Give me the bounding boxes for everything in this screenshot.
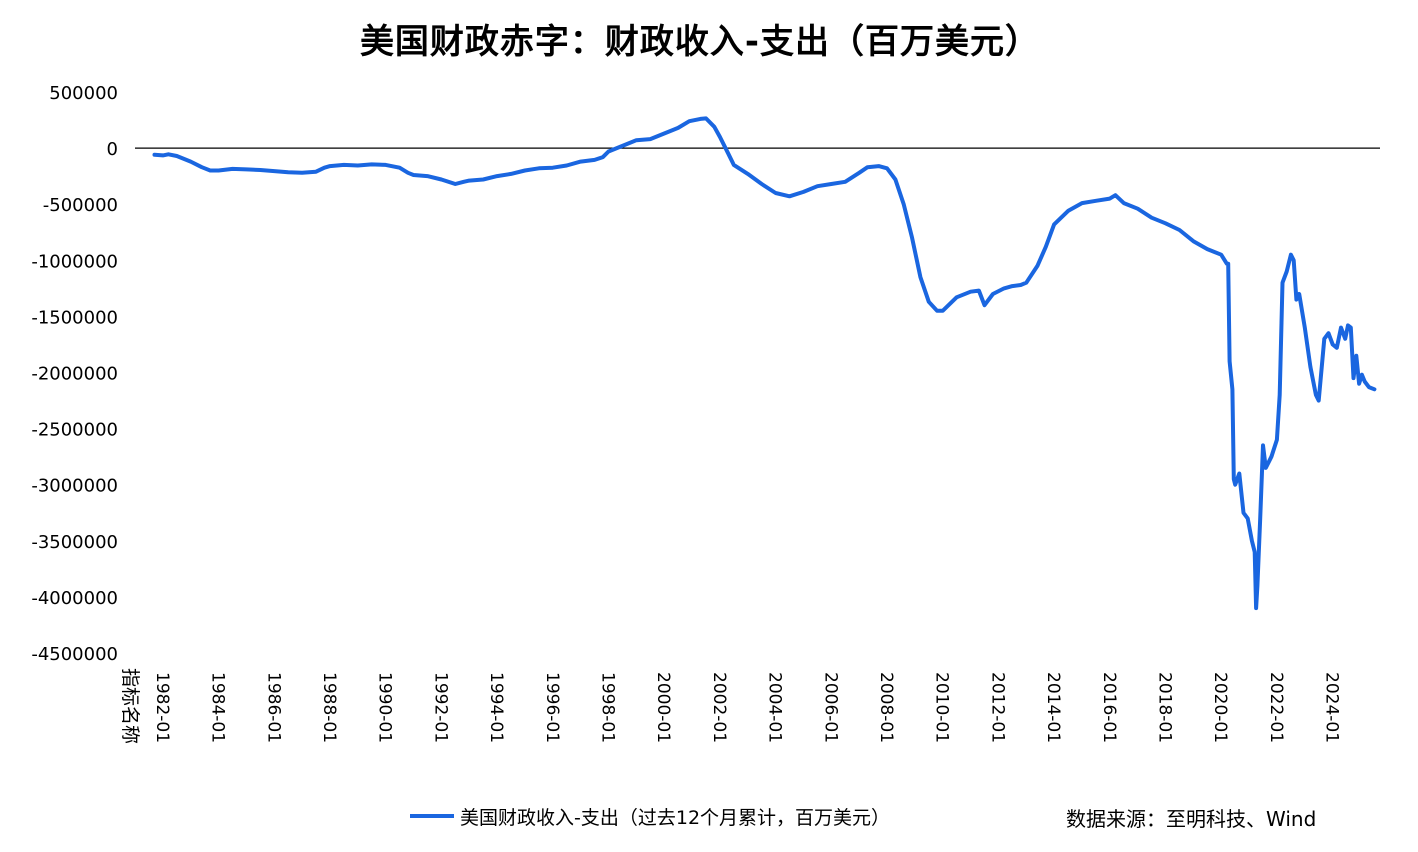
x-tick-label: 2002-01 (709, 672, 729, 743)
series-line (152, 116, 1377, 611)
x-tick-label: 1994-01 (486, 672, 506, 743)
x-tick-label: 2016-01 (1099, 672, 1119, 743)
x-tick-label: 2024-01 (1322, 672, 1342, 743)
y-tick-label: -4000000 (31, 588, 118, 609)
x-tick-label: 2020-01 (1210, 672, 1230, 743)
y-tick-label: -4500000 (31, 644, 118, 665)
chart-legend: 美国财政收入-支出（过去12个月累计，百万美元） (410, 801, 890, 831)
y-tick-label: -1500000 (31, 307, 118, 328)
y-tick-label: -3500000 (31, 532, 118, 553)
chart-title: 美国财政赤字：财政收入-支出（百万美元） (359, 22, 1041, 62)
x-tick-label: 1988-01 (319, 672, 339, 743)
x-tick-label: 2014-01 (1043, 672, 1063, 743)
data-source-note: 数据来源：至明科技、Wind (1066, 807, 1317, 831)
y-tick-label: -1000000 (31, 251, 118, 272)
x-tick-label: 1986-01 (263, 672, 283, 743)
x-tick-label: 1982-01 (152, 672, 172, 743)
x-tick-label: 1996-01 (542, 672, 562, 743)
x-tick-label: 2008-01 (876, 672, 896, 743)
x-tick-label: 2018-01 (1155, 672, 1175, 743)
x-tick-label: 2004-01 (765, 672, 785, 743)
y-tick-label: -500000 (43, 195, 118, 216)
x-tick-label: 1992-01 (430, 672, 450, 743)
x-tick-label: 2012-01 (987, 672, 1007, 743)
x-tick-label: 2010-01 (932, 672, 952, 743)
x-axis-category-label: 指标名称 (119, 668, 141, 744)
x-tick-label: 1998-01 (597, 672, 617, 743)
y-tick-label: -3000000 (31, 476, 118, 497)
x-tick-label: 2000-01 (653, 672, 673, 743)
y-tick-label: 500000 (49, 83, 118, 104)
y-tick-label: -2500000 (31, 420, 118, 441)
x-tick-label: 2022-01 (1266, 672, 1286, 743)
x-tick-label: 1990-01 (375, 672, 395, 743)
y-tick-label: 0 (107, 139, 118, 160)
y-tick-label: -2000000 (31, 364, 118, 385)
x-tick-label: 2006-01 (820, 672, 840, 743)
legend-label: 美国财政收入-支出（过去12个月累计，百万美元） (460, 806, 891, 829)
legend-swatch (410, 814, 454, 818)
x-tick-label: 1984-01 (208, 672, 228, 743)
